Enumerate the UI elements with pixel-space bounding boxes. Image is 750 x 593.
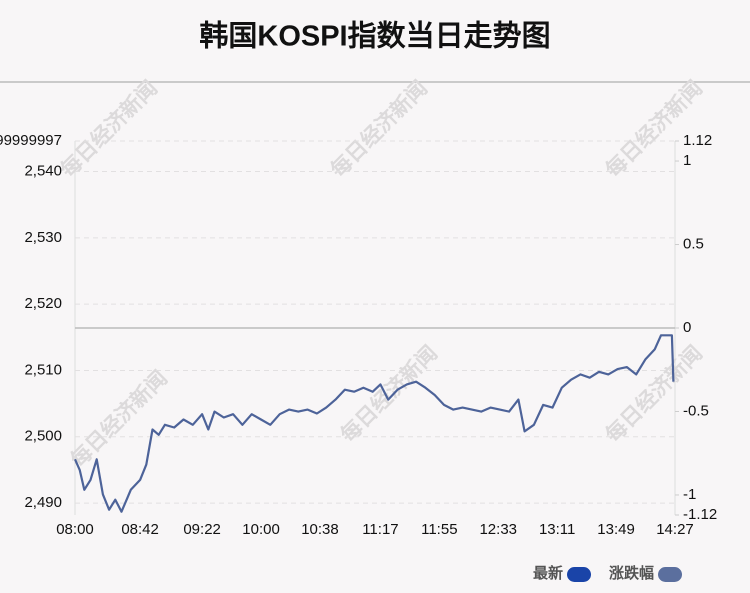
y2-tick-label: 0 [683,319,691,336]
x-tick-label: 08:00 [56,521,94,538]
watermark: 每日经济新闻 [601,341,707,447]
legend-swatch [658,567,683,582]
x-tick-label: 09:22 [183,521,221,538]
x-tick-label: 10:38 [301,521,339,538]
x-tick-label: 11:55 [421,521,457,538]
x-tick-label: 13:11 [539,521,575,538]
chart-title: 韩国KOSPI指数当日走势图 [199,20,550,53]
price-line [73,334,675,513]
legend-label: 最新 [533,564,563,582]
y2-tick-label: -0.5 [683,402,709,419]
x-tick-label: 10:00 [242,521,280,538]
y-tick-label: 2,530 [24,229,62,246]
legend-label: 涨跌幅 [609,564,654,582]
x-tick-label: 13:49 [597,521,635,538]
y-tick-label: 2,490 [24,494,62,511]
y2-tick-label: 1.12 [683,132,712,149]
y-tick-label: 2,500 [24,428,62,445]
y-tick-label: 2,520 [24,295,62,312]
watermark: 每日经济新闻 [56,76,162,182]
y2-tick-label: -1 [683,486,696,503]
legend-swatch [567,567,592,582]
y-tick-label: 2,510 [24,361,62,378]
x-tick-label: 12:33 [479,521,517,538]
x-tick-label: 08:42 [121,521,159,538]
y2-tick-label: 1 [683,152,691,169]
y2-tick-label: 0.5 [683,235,704,252]
x-tick-label: 11:17 [362,521,398,538]
watermark: 每日经济新闻 [326,76,432,182]
y-tick-label: 2,540 [24,162,62,179]
y-tick-label: 2,544.5999999997 [0,132,62,149]
watermark: 每日经济新闻 [66,366,172,472]
watermark: 每日经济新闻 [336,341,442,447]
y2-tick-label: -1.12 [683,506,717,523]
x-tick-label: 14:27 [656,521,694,538]
